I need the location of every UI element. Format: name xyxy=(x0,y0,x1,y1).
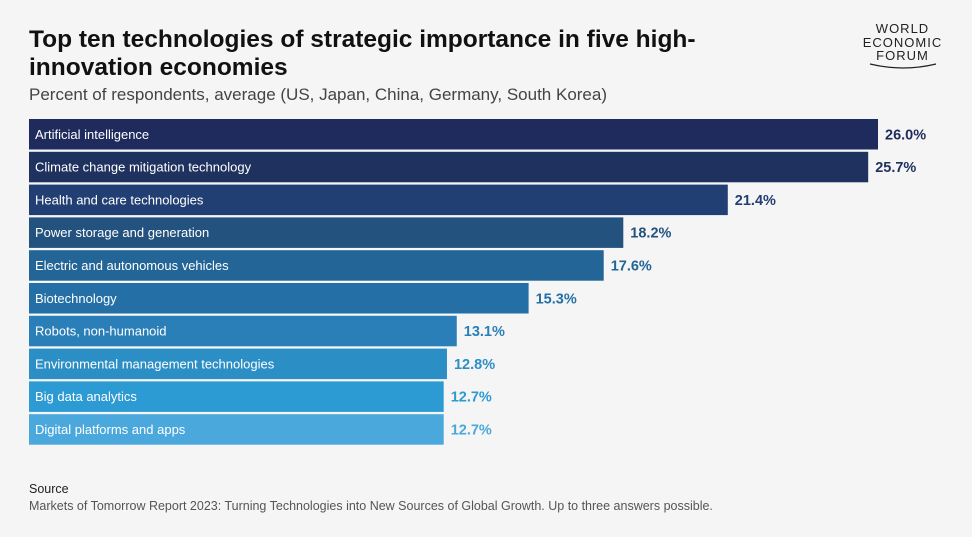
value-label-8: 12.7% xyxy=(451,390,492,406)
logo-line-2: ECONOMIC xyxy=(862,34,943,50)
chart-title: Top ten technologies of strategic import… xyxy=(29,26,696,81)
source-text: Markets of Tomorrow Report 2023: Turning… xyxy=(29,499,713,513)
bar-3 xyxy=(29,217,624,248)
value-label-6: 13.1% xyxy=(464,324,505,340)
category-label-7: Environmental management technologies xyxy=(35,356,275,371)
value-label-2: 21.4% xyxy=(735,193,776,209)
category-label-0: Artificial intelligence xyxy=(35,127,149,142)
bar-5 xyxy=(29,283,529,314)
bar-4 xyxy=(29,250,604,281)
bar-9 xyxy=(29,414,444,445)
source-heading: Source xyxy=(29,482,69,496)
value-label-4: 17.6% xyxy=(611,258,652,274)
logo-line-3: FORUM xyxy=(876,48,929,63)
category-label-3: Power storage and generation xyxy=(35,225,209,240)
wef-logo: WORLD ECONOMIC FORUM xyxy=(855,22,950,71)
logo-arc-icon xyxy=(869,62,936,69)
logo-line-1: WORLD xyxy=(875,21,930,36)
value-label-7: 12.8% xyxy=(454,357,495,373)
bar-0 xyxy=(29,119,878,150)
value-label-3: 18.2% xyxy=(630,226,671,242)
category-label-2: Health and care technologies xyxy=(35,192,204,207)
value-label-1: 25.7% xyxy=(875,160,916,176)
chart-subtitle: Percent of respondents, average (US, Jap… xyxy=(29,85,607,104)
category-label-9: Digital platforms and apps xyxy=(35,422,186,437)
bar-chart-svg: Artificial intelligence 26.0% Climate chan… xyxy=(29,119,926,445)
value-label-9: 12.7% xyxy=(451,422,492,438)
category-label-8: Big data analytics xyxy=(35,389,137,404)
category-label-4: Electric and autonomous vehicles xyxy=(35,258,229,273)
value-label-0: 26.0% xyxy=(885,127,926,143)
bar-chart: Artificial intelligence 26.0% Climate chan… xyxy=(29,119,949,449)
bar-1 xyxy=(29,151,869,183)
bar-2 xyxy=(29,184,728,216)
category-label-1: Climate change mitigation technology xyxy=(35,160,252,175)
bar-6 xyxy=(29,315,457,347)
bar-7 xyxy=(29,348,447,380)
value-label-5: 15.3% xyxy=(536,291,577,307)
category-label-5: Biotechnology xyxy=(35,291,117,306)
bar-8 xyxy=(29,381,444,412)
category-label-6: Robots, non-humanoid xyxy=(35,324,167,339)
